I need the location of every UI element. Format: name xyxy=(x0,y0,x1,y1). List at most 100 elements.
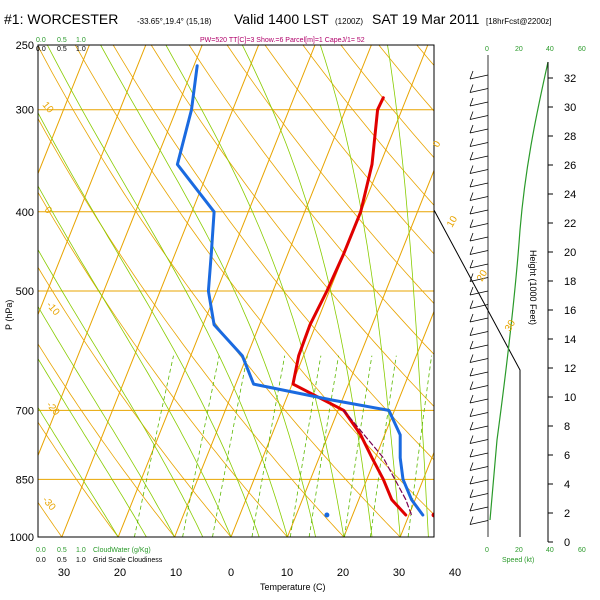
wind-bottom-tick-20: 20 xyxy=(515,547,523,554)
wind-barb-feather xyxy=(469,394,474,404)
wind-barb-shaft xyxy=(469,236,489,242)
height-tick-label: 18 xyxy=(564,276,576,288)
wind-barb-feather xyxy=(469,448,474,458)
dry-adiabat-line xyxy=(38,191,288,537)
wind-barb-shaft xyxy=(469,128,489,134)
wind-barb-shaft xyxy=(469,520,489,525)
wind-top-tick-40: 40 xyxy=(546,46,554,53)
wind-barb-shaft xyxy=(469,493,489,498)
wind-barb-feather xyxy=(469,340,474,350)
moist-adiabat-line xyxy=(38,305,175,537)
wind-barb xyxy=(469,259,489,269)
moist-adiabat-line xyxy=(38,112,260,537)
wind-barb-shaft xyxy=(469,115,489,120)
wind-barb-shaft xyxy=(469,155,489,161)
mixing-ratio-line xyxy=(370,355,397,537)
moist-adiabat-line xyxy=(38,406,119,537)
dry-adiabat-line xyxy=(38,343,175,537)
surface-dewpoint-marker xyxy=(324,512,330,518)
dry-adiabat-line xyxy=(38,421,119,537)
wind-barb-shaft xyxy=(469,358,489,363)
wind-barb xyxy=(469,367,489,377)
wind-barb xyxy=(469,489,489,498)
isotherm-line xyxy=(38,45,147,316)
moist-adiabat-line xyxy=(38,357,147,537)
wind-barb xyxy=(469,232,489,242)
wind-barb-feather xyxy=(469,300,474,309)
x-tick-label: 20 xyxy=(114,567,126,579)
wind-barb xyxy=(469,394,489,404)
bottom-black-scale-0: 0.0 xyxy=(36,557,46,564)
x-tick-label: 30 xyxy=(58,567,70,579)
bottom-green-scale-2: 1.0 xyxy=(76,547,86,554)
isotherm-line xyxy=(38,45,90,175)
x-tick-labels: 30 20 10 0 10 20 30 40 xyxy=(58,567,461,579)
height-tick-label: 26 xyxy=(564,160,576,172)
moist-adiabat-line xyxy=(46,45,288,537)
isotherm-label: 30 xyxy=(503,318,518,334)
dry-adiabat-line xyxy=(226,45,434,305)
pressure-tick-label: 1000 xyxy=(10,532,34,544)
height-tick-label: 24 xyxy=(564,189,576,201)
height-tick-label: 20 xyxy=(564,247,576,259)
height-tick-label: 12 xyxy=(564,363,576,375)
wind-barb-feather xyxy=(469,124,474,134)
wind-barb-feather xyxy=(469,489,474,498)
x-tick-label: 0 xyxy=(228,567,234,579)
isotherm-line xyxy=(286,169,434,537)
wind-barb-feather xyxy=(469,97,474,107)
station-coords: -33.65°,19.4° (15,18) xyxy=(137,17,212,26)
wind-barb xyxy=(469,273,489,282)
wind-barb xyxy=(469,246,489,255)
wind-barb-shaft xyxy=(469,290,489,296)
plot-area: 25101520100-10-20-30 xyxy=(37,44,435,538)
stability-indices: PW=520 TT[C]=3 Show.=6 Parcel[m]=1 CapeJ… xyxy=(200,37,365,44)
height-tick-label: 22 xyxy=(564,218,576,230)
wind-barb xyxy=(469,300,489,309)
mixing-ratio-line xyxy=(212,355,248,537)
x-tick-label: 20 xyxy=(337,567,349,579)
wind-barb xyxy=(469,462,489,471)
wind-barb-feather xyxy=(469,421,474,431)
wind-barb-shaft xyxy=(469,263,489,269)
surface-temperature-marker xyxy=(431,512,434,518)
moist-adiabat-line xyxy=(387,45,429,537)
wind-speed-profile xyxy=(489,61,549,521)
bottom-black-scale-1: 0.5 xyxy=(57,557,67,564)
mixing-ratio-line xyxy=(182,355,220,537)
wind-barb-feather xyxy=(469,205,474,215)
wind-panel-boundary xyxy=(433,209,521,537)
wind-top-tick-60: 60 xyxy=(578,46,586,53)
moist-adiabat-line xyxy=(241,45,373,537)
sounding-traces xyxy=(175,64,434,518)
wind-barb xyxy=(469,165,489,174)
wind-panel xyxy=(433,55,549,537)
pressure-tick-label: 250 xyxy=(16,40,34,52)
wind-barb xyxy=(469,448,489,458)
wind-speed-label: Speed (kt) xyxy=(502,557,534,564)
wind-bottom-tick-0: 0 xyxy=(485,547,489,554)
wind-top-tick-0: 0 xyxy=(485,46,489,53)
x-tick-label: 40 xyxy=(449,567,461,579)
isotherm-label: 20 xyxy=(475,268,490,284)
wind-barb xyxy=(469,327,489,336)
wind-barb xyxy=(469,151,489,161)
wind-barb xyxy=(469,502,489,512)
wind-barb-shaft xyxy=(469,331,489,336)
dry-adiabat-line xyxy=(188,45,434,355)
isotherm-line xyxy=(399,451,434,537)
height-tick-label: 32 xyxy=(564,73,576,85)
wind-barb-shaft xyxy=(469,304,489,309)
wind-barb xyxy=(469,84,489,93)
wind-barb-shaft xyxy=(469,344,489,350)
wind-barb-shaft xyxy=(469,425,489,431)
moist-adiabat-line xyxy=(165,45,345,537)
wind-barb-shaft xyxy=(469,74,489,80)
wind-barb-feather xyxy=(469,138,474,147)
dry-adiabat-line xyxy=(38,117,345,537)
height-tick-label: 30 xyxy=(564,102,576,114)
forecast-label: [18hrFcst@2200z] xyxy=(486,17,551,26)
wind-barb-feather xyxy=(469,259,474,269)
